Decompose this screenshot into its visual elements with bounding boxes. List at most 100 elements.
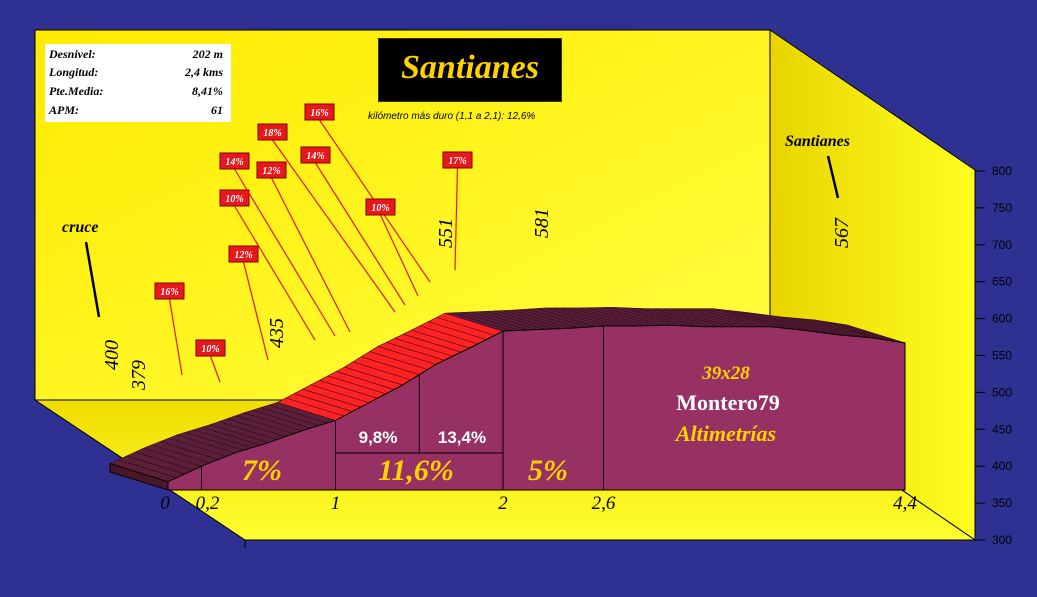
chart-title: Santianes xyxy=(401,49,539,86)
gradient-flag xyxy=(154,282,185,300)
stat-row: Longitud: 2,4 kms xyxy=(49,65,227,83)
profile-stripe xyxy=(227,418,286,437)
profile-stripe xyxy=(595,307,654,326)
profile-stripe xyxy=(461,312,520,331)
title-box: Santianes xyxy=(378,38,562,102)
altitude-label: 581 xyxy=(531,208,553,238)
profile-stripe xyxy=(294,393,353,412)
gradient-flag xyxy=(300,146,331,164)
profile-stripe xyxy=(419,325,478,345)
profile-stripe xyxy=(252,409,311,429)
profile-stripe xyxy=(721,309,780,328)
profile-stripe xyxy=(771,315,830,335)
profile-stripe xyxy=(118,459,177,479)
x-tick-label: 2 xyxy=(498,493,508,514)
gradient-flag-label: 14% xyxy=(306,151,324,162)
profile-stripe xyxy=(336,371,395,390)
profile-stripe xyxy=(570,307,629,327)
profile-stripe xyxy=(696,308,755,328)
profile-stripe xyxy=(352,361,411,381)
credit-site: Altimetrías xyxy=(674,421,776,446)
profile-stripe xyxy=(821,320,880,340)
gradient-flag-label: 12% xyxy=(234,250,252,261)
gradient-flag xyxy=(219,152,250,170)
profile-stripe xyxy=(260,407,319,426)
profile-stripe xyxy=(838,323,897,342)
profile-stripe xyxy=(587,307,646,327)
y-tick-label: 550 xyxy=(992,349,1012,363)
gradient-flag-label: 18% xyxy=(263,128,281,139)
profile-stripe xyxy=(637,308,696,327)
flag-pointer xyxy=(379,214,419,297)
profile-stripe xyxy=(193,429,252,449)
stat-label: Desnivel: xyxy=(49,47,96,61)
stat-label: Longitud: xyxy=(49,65,99,79)
y-tick-label: 600 xyxy=(992,312,1012,326)
gradient-flag-label: 10% xyxy=(371,203,389,214)
profile-stripe xyxy=(495,310,554,330)
altitude-label: 379 xyxy=(128,360,150,391)
profile-stripe xyxy=(218,421,277,440)
altitude-label: 435 xyxy=(266,318,288,348)
segment-gradient: 7% xyxy=(242,454,282,487)
y-tick-label: 400 xyxy=(992,459,1012,473)
x-tick-label: 0,2 xyxy=(196,493,220,514)
gradient-flag xyxy=(442,151,473,169)
profile-stripe xyxy=(361,356,420,375)
profile-stripe xyxy=(453,312,512,332)
stat-value: 8,41% xyxy=(192,84,223,98)
profile-stripe xyxy=(562,307,621,327)
profile-stripe xyxy=(285,397,344,417)
profile-stripe xyxy=(738,311,797,330)
flag-pointer xyxy=(270,177,351,333)
profile-stripe xyxy=(160,441,219,460)
flag-pointer xyxy=(233,168,336,337)
altitude-label: 400 xyxy=(101,340,123,370)
y-tick-label: 450 xyxy=(992,422,1012,436)
credit-ratio: 39x28 xyxy=(701,363,750,384)
y-tick-label: 700 xyxy=(992,238,1012,252)
profile-stripe xyxy=(604,307,663,326)
flag-pointer xyxy=(454,167,459,271)
profile-stripe xyxy=(151,444,210,464)
profile-stripe xyxy=(671,308,730,328)
x-tick-label: 0 xyxy=(160,493,170,514)
profile-stripe xyxy=(202,426,261,446)
profile-stripe xyxy=(805,318,864,338)
profile-stripe xyxy=(796,318,855,337)
profile-stripe xyxy=(319,380,378,399)
profile-stripe xyxy=(830,322,889,341)
y-tick-label: 350 xyxy=(992,496,1012,510)
profile-stripe xyxy=(403,333,462,353)
hard-km-note: kilómetro más duro (1,1 a 2,1): 12,6% xyxy=(368,111,535,122)
profile-stripe xyxy=(704,308,763,328)
flag-pointer xyxy=(272,139,396,313)
stat-value: 2,4 kms xyxy=(184,65,223,79)
gradient-flag xyxy=(257,123,288,141)
profile-stripe xyxy=(428,321,487,340)
profile-stripe xyxy=(553,307,612,327)
gradient-flag xyxy=(228,245,259,263)
profile-stripe xyxy=(235,415,294,435)
stat-value: 202 m xyxy=(192,47,223,61)
place-label-start: cruce xyxy=(62,219,98,236)
profile-stripe xyxy=(654,308,713,328)
stat-row: Desnivel: 202 m xyxy=(49,47,227,65)
y-tick-label: 750 xyxy=(992,201,1012,215)
credit-author: Montero79 xyxy=(676,390,779,415)
profile-stripe xyxy=(662,308,721,328)
profile-stripe xyxy=(503,310,562,329)
profile-stripe xyxy=(486,311,545,330)
place-pointer xyxy=(826,155,840,199)
gradient-flags: 16% 10% 12% 10% 14% 12% 18% 14% 16% 10% 17% xyxy=(154,103,473,383)
profile-stripe xyxy=(729,310,788,329)
place-pointer xyxy=(84,241,101,318)
gradient-flag xyxy=(304,103,335,121)
profile-stripe xyxy=(629,307,688,327)
profile-front-face xyxy=(167,324,906,491)
profile-stripe xyxy=(369,351,428,370)
stats-box: Desnivel: 202 m Longitud: 2,4 kms Pte.Me… xyxy=(45,44,231,122)
